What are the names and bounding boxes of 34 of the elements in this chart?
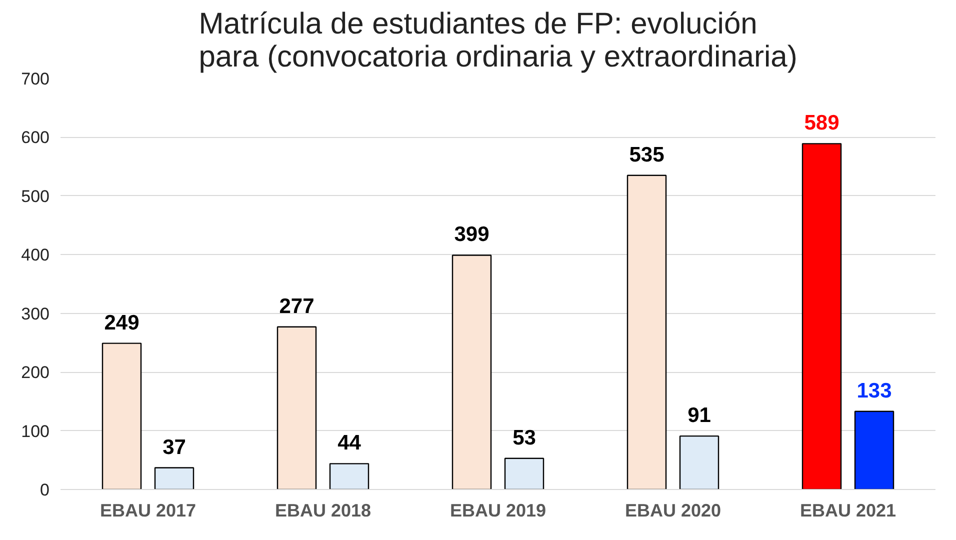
x-tick-label: EBAU 2017 — [100, 500, 196, 520]
x-tick-label: EBAU 2018 — [274, 500, 372, 520]
data-label: 37 — [162, 436, 186, 459]
y-tick-label: 100 — [21, 422, 50, 441]
bar — [329, 463, 370, 490]
bar — [854, 410, 894, 490]
data-label: 249 — [104, 311, 140, 334]
y-tick-label: 400 — [21, 246, 50, 265]
x-tick-label: EBAU 2020 — [624, 500, 722, 520]
y-tick-label: 200 — [21, 363, 50, 382]
bar — [626, 174, 667, 490]
data-label: 133 — [856, 379, 892, 402]
y-tick-label: 0 — [40, 480, 50, 500]
bar — [102, 342, 142, 490]
data-label: 399 — [454, 223, 490, 246]
chart-title: Matrícula de estudiantes de FP: evolución para (convocatoria ordinaria y extraordinaria) — [198, 8, 798, 74]
x-tick-label: EBAU 2019 — [450, 500, 546, 520]
bar — [154, 467, 194, 490]
y-tick-label: 700 — [21, 70, 50, 88]
x-tick-label: EBAU 2021 — [800, 500, 896, 520]
data-label: 589 — [804, 112, 840, 135]
data-label: 277 — [279, 294, 314, 318]
data-label: 91 — [688, 404, 712, 428]
y-tick-label: 500 — [21, 186, 50, 206]
bar — [276, 326, 317, 490]
y-tick-label: 600 — [21, 128, 50, 148]
data-label: 44 — [338, 432, 362, 455]
y-tick-label: 300 — [21, 304, 50, 324]
data-label: 535 — [629, 143, 665, 166]
bar — [802, 143, 842, 490]
bar — [452, 254, 492, 490]
data-label: 53 — [512, 426, 536, 450]
bar — [504, 458, 544, 490]
bar — [679, 435, 720, 490]
